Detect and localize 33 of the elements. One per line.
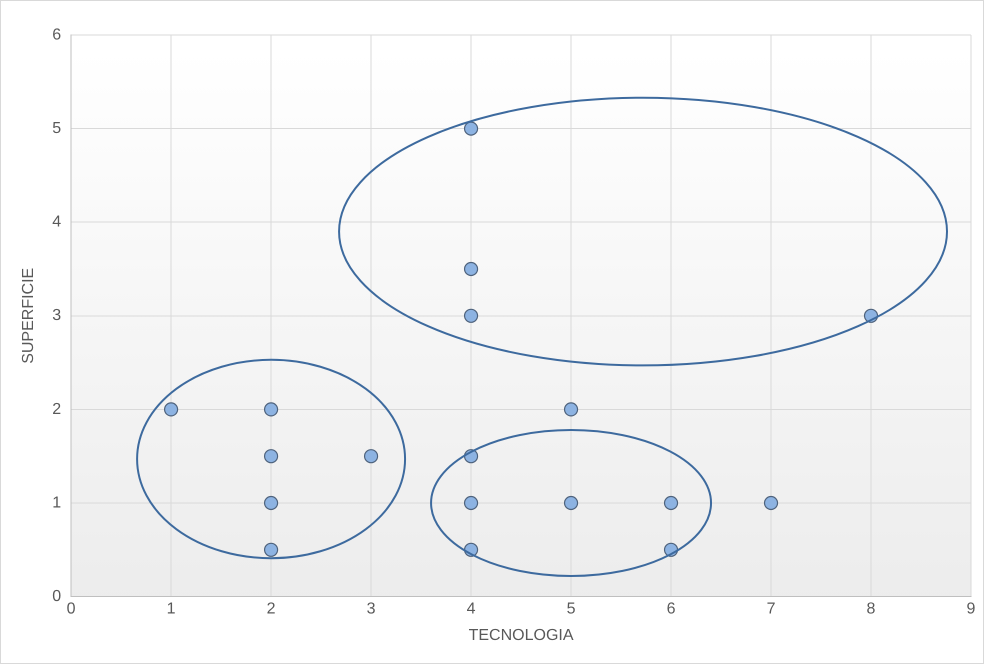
point — [564, 496, 578, 510]
x-tick-label: 5 — [566, 600, 576, 618]
x-tick-label: 8 — [866, 600, 876, 618]
x-tick-label: 2 — [266, 600, 276, 618]
point — [764, 496, 778, 510]
x-tick-label: 3 — [366, 600, 376, 618]
x-tick-label: 9 — [966, 600, 976, 618]
x-tick-label: 0 — [66, 600, 76, 618]
x-tick-label: 4 — [466, 600, 476, 618]
point — [264, 449, 278, 464]
y-tick-label: 1 — [52, 494, 62, 512]
point — [464, 496, 478, 510]
point — [264, 496, 278, 510]
point — [564, 402, 578, 416]
point — [364, 449, 378, 464]
y-tick-label: 6 — [52, 26, 62, 44]
x-tick-label: 1 — [166, 600, 176, 618]
point — [464, 122, 478, 136]
y-tick-label: 0 — [52, 588, 62, 606]
point — [264, 402, 278, 416]
point — [264, 542, 278, 557]
y-tick-label: 3 — [52, 307, 62, 324]
y-tick-label: 2 — [52, 400, 62, 418]
point — [464, 262, 478, 276]
point — [664, 496, 678, 510]
x-tick-label: 7 — [766, 600, 776, 618]
y-axis-title: SUPERFICIE — [20, 268, 38, 364]
y-tick-label: 5 — [52, 120, 62, 138]
x-tick-label: 6 — [666, 600, 676, 618]
x-axis-title: TECNOLOGIA — [468, 626, 574, 644]
point — [464, 308, 478, 323]
y-tick-label: 4 — [52, 214, 62, 231]
point — [164, 402, 178, 416]
